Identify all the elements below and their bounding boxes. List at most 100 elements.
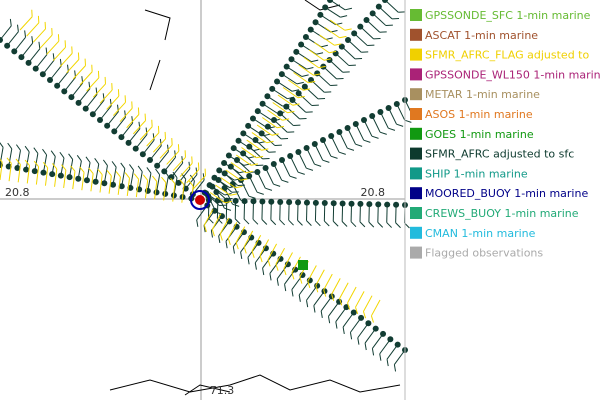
station bbox=[246, 173, 253, 179]
wind-barb bbox=[161, 176, 167, 183]
wind-barb bbox=[347, 302, 351, 310]
wind-barb bbox=[240, 178, 248, 181]
station bbox=[312, 19, 319, 26]
wind-barb bbox=[129, 170, 135, 188]
wind-barb bbox=[248, 195, 256, 199]
wind-barb bbox=[342, 326, 345, 335]
legend-swatch bbox=[410, 68, 422, 81]
station bbox=[101, 180, 108, 187]
wind-barb bbox=[144, 180, 149, 199]
wind-barb bbox=[247, 242, 259, 258]
wind-barb bbox=[379, 111, 389, 129]
wind-barb bbox=[159, 138, 162, 147]
wind-barb bbox=[86, 162, 91, 181]
station bbox=[252, 137, 259, 143]
wind-barb bbox=[137, 165, 143, 172]
wind-barb bbox=[250, 163, 259, 166]
wind-barb bbox=[215, 211, 223, 215]
wind-barb bbox=[66, 59, 80, 74]
wind-barb bbox=[325, 37, 333, 40]
wind-barb bbox=[251, 234, 262, 252]
wind-barb bbox=[368, 221, 375, 228]
station bbox=[321, 200, 328, 207]
wind-barb bbox=[166, 150, 180, 165]
wind-barb bbox=[52, 53, 55, 61]
wind-barb bbox=[238, 140, 254, 151]
wind-barb bbox=[172, 156, 186, 171]
wind-barb bbox=[269, 258, 281, 274]
wind-barb bbox=[227, 237, 231, 245]
wind-barb bbox=[301, 74, 309, 77]
wind-barb bbox=[306, 300, 309, 308]
wind-barb bbox=[353, 32, 368, 46]
legend-swatch bbox=[410, 9, 422, 21]
wind-barb bbox=[230, 162, 247, 174]
wind-barb bbox=[287, 96, 295, 100]
wind-barb bbox=[225, 226, 238, 242]
wind-barb bbox=[350, 221, 357, 228]
wind-barb bbox=[261, 148, 269, 151]
wind-barb bbox=[99, 174, 103, 193]
wind-barb bbox=[33, 147, 39, 154]
wind-barb bbox=[256, 155, 264, 159]
station bbox=[216, 167, 223, 174]
wind-barb bbox=[313, 305, 316, 313]
station bbox=[385, 105, 392, 111]
wind-barb bbox=[234, 218, 241, 225]
station bbox=[357, 23, 364, 30]
wind-barb bbox=[316, 72, 331, 86]
wind-barb bbox=[189, 174, 195, 182]
station bbox=[380, 330, 387, 337]
wind-barb bbox=[282, 87, 299, 99]
wind-barb bbox=[308, 49, 325, 61]
wind-barb bbox=[208, 217, 214, 224]
station bbox=[168, 174, 175, 181]
wind-barb bbox=[154, 181, 158, 200]
wind-barb bbox=[108, 175, 112, 194]
wind-barb bbox=[19, 16, 33, 31]
wind-barb bbox=[297, 95, 305, 99]
wind-barb bbox=[209, 192, 226, 204]
wind-barb bbox=[102, 159, 108, 166]
wind-barb bbox=[282, 104, 290, 107]
wind-barb bbox=[69, 159, 74, 178]
station bbox=[358, 314, 365, 321]
wind-barb bbox=[28, 48, 41, 64]
station bbox=[384, 201, 391, 208]
wind-barb bbox=[68, 153, 74, 160]
wind-barb bbox=[288, 219, 294, 226]
wind-barb bbox=[124, 172, 130, 179]
wind-barb bbox=[111, 161, 117, 168]
wind-barb bbox=[26, 22, 40, 37]
station bbox=[286, 199, 293, 206]
wind-barb bbox=[306, 167, 314, 171]
wind-barb bbox=[313, 290, 325, 306]
wind-barb bbox=[223, 162, 240, 174]
legend-label: SFMR_AFRC_FLAG adjusted to bbox=[425, 49, 589, 62]
wind-barb bbox=[246, 139, 262, 151]
wind-barb bbox=[132, 120, 146, 135]
wind-barb bbox=[297, 171, 305, 175]
wind-barb bbox=[331, 294, 335, 302]
wind-barb bbox=[329, 50, 337, 54]
station bbox=[49, 171, 56, 178]
wind-barb bbox=[316, 52, 324, 55]
wind-barb bbox=[112, 101, 126, 116]
axis-label: 71.3 bbox=[210, 384, 235, 397]
station bbox=[271, 117, 277, 123]
wind-barb bbox=[45, 47, 48, 55]
station bbox=[394, 341, 401, 348]
legend-label: ASCAT 1-min marine bbox=[425, 29, 538, 42]
wind-barb bbox=[192, 175, 206, 190]
station bbox=[283, 63, 290, 70]
wind-barb bbox=[355, 307, 359, 315]
wind-barb bbox=[85, 156, 91, 163]
wind-barb bbox=[0, 142, 4, 148]
station bbox=[118, 183, 125, 190]
station bbox=[4, 42, 11, 49]
wind-barb bbox=[283, 252, 293, 269]
wind-barb bbox=[174, 150, 177, 158]
wind-barb bbox=[126, 177, 131, 196]
